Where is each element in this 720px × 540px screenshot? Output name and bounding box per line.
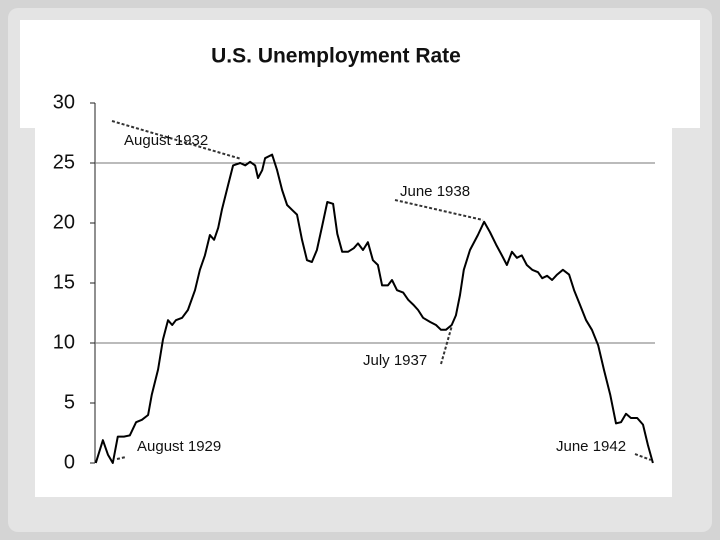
- y-tick-label: 30: [53, 91, 75, 113]
- chart-title: U.S. Unemployment Rate: [211, 45, 461, 68]
- annotation-label: July 1937: [363, 352, 427, 369]
- annotation-leader: [440, 326, 453, 365]
- y-tick-label: 15: [53, 271, 75, 293]
- y-tick-label: 20: [53, 211, 75, 233]
- annotation-leader: [116, 456, 127, 460]
- annotation-label: June 1942: [556, 438, 626, 455]
- annotation-leader: [634, 453, 652, 461]
- annotation-leader: [394, 199, 484, 221]
- annotation-label: August 1929: [137, 438, 221, 455]
- y-tick-label: 5: [64, 391, 75, 413]
- annotation-label: June 1938: [400, 183, 470, 200]
- series-line: [94, 153, 654, 464]
- annotation-leader: [111, 120, 242, 160]
- y-tick-label: 0: [64, 451, 75, 473]
- y-tick-label: 25: [53, 151, 75, 173]
- annotation-label: August 1932: [124, 132, 208, 149]
- chart-area: [35, 20, 672, 497]
- y-tick-label: 10: [53, 331, 75, 353]
